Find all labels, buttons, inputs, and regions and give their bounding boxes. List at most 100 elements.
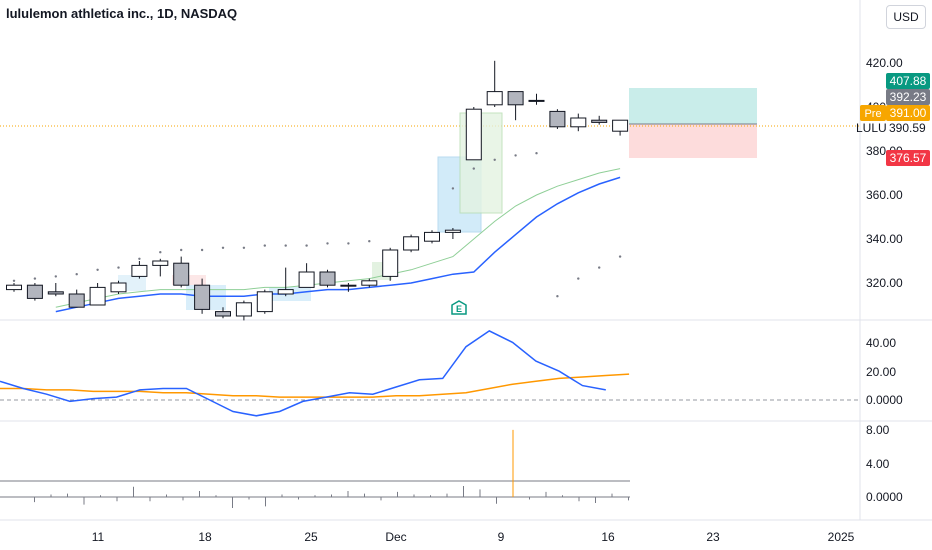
oscillator-tick-label: 40.00 — [866, 336, 896, 350]
psar-dot — [263, 244, 266, 247]
candle-body — [465, 108, 482, 161]
time-tick-label: 2025 — [828, 530, 855, 544]
price-tick-label: 320.00 — [866, 276, 903, 290]
candle-body — [340, 284, 357, 287]
oscillator-tick-label: 20.00 — [866, 365, 896, 379]
candle-body — [507, 91, 524, 106]
time-tick-label: 25 — [304, 530, 318, 544]
psar-dot — [284, 244, 287, 247]
pre-tag-text: Pre — [864, 108, 881, 120]
psar-dot — [514, 154, 517, 157]
psar-dot — [180, 248, 183, 252]
candle-body — [444, 229, 461, 233]
histogram-tick-label: 4.00 — [866, 457, 890, 471]
pre-price-tag — [886, 105, 930, 121]
level-price-text: 392.23 — [890, 90, 927, 104]
target-price-text: 407.88 — [890, 74, 927, 88]
psar-dot — [221, 246, 225, 249]
candle-body — [298, 271, 315, 288]
candle-body — [152, 260, 169, 266]
psar-dot — [138, 257, 141, 260]
candle-body — [194, 284, 211, 310]
psar-dot — [618, 255, 622, 258]
ma-green-line — [55, 168, 621, 308]
psar-dot — [347, 242, 350, 245]
time-tick-label: Dec — [385, 530, 406, 544]
histogram-pane — [34, 429, 629, 509]
candle-body — [403, 236, 420, 251]
earnings-marker[interactable]: E — [451, 300, 467, 315]
candle-body — [173, 262, 190, 286]
price-tick-label: 360.00 — [866, 188, 903, 202]
time-tick-label: 18 — [198, 530, 212, 544]
last-price-text: 390.59 — [889, 121, 926, 135]
candle-body — [570, 117, 587, 128]
psar-dot — [451, 187, 455, 190]
psar-dot — [33, 277, 37, 280]
psar-dot — [75, 273, 78, 276]
psar-dot — [200, 248, 204, 252]
candle-body — [47, 291, 64, 295]
psar-dot — [535, 152, 538, 155]
stop-zone[interactable] — [629, 124, 757, 158]
pre-tag — [860, 105, 886, 121]
candle-body — [528, 99, 545, 102]
psar-dot — [117, 266, 120, 269]
histogram-tick-label: 8.00 — [866, 423, 890, 437]
psar-dots — [12, 152, 622, 298]
candle-body — [110, 282, 127, 293]
psar-dot — [326, 242, 329, 245]
stop-price-text: 376.57 — [890, 151, 927, 165]
candle-body — [424, 231, 440, 242]
symbol-label: LULU — [856, 121, 887, 135]
currency-button[interactable]: USD — [886, 5, 926, 29]
oscillator-tick-label: 0.0000 — [866, 393, 903, 407]
target-price-tag — [886, 73, 930, 89]
candles[interactable] — [6, 60, 629, 321]
psar-dot — [54, 275, 57, 278]
psar-dot — [598, 266, 601, 269]
moving-averages — [55, 168, 621, 313]
psar-dot — [556, 295, 559, 298]
price-tick-label: 420.00 — [866, 56, 903, 70]
earnings-label: E — [456, 304, 462, 314]
candle-body — [319, 271, 336, 286]
time-tick-label: 9 — [498, 530, 505, 544]
target-zone[interactable] — [629, 88, 757, 124]
candle-body — [131, 264, 148, 277]
candle-body — [486, 91, 503, 106]
psar-dot — [305, 244, 308, 247]
candle-body — [89, 286, 106, 306]
psar-dot — [159, 251, 162, 254]
chart-title: lululemon athletica inc., 1D, NASDAQ — [6, 6, 238, 21]
candle-body — [361, 280, 378, 286]
time-tick-label: 11 — [92, 530, 105, 544]
candle-body — [235, 302, 252, 317]
candle-body — [215, 311, 231, 317]
earnings-icon — [451, 300, 467, 315]
oscillator-blue-line — [0, 330, 606, 417]
candle-body — [612, 119, 629, 132]
candle-body — [68, 293, 85, 308]
candle-body — [256, 291, 273, 313]
psar-dot — [493, 158, 496, 161]
price-tick-label: 340.00 — [866, 232, 903, 246]
time-tick-label: 23 — [706, 530, 720, 544]
oscillator-orange-line — [0, 373, 630, 398]
candle-body — [277, 289, 294, 295]
psar-dot — [12, 279, 16, 282]
psar-dot — [96, 268, 99, 271]
time-tick-label: 16 — [601, 530, 615, 544]
candle-body — [6, 284, 22, 291]
candle-body — [382, 249, 399, 277]
price-labels: 407.88 392.23 Pre 391.00 LULU 390.59 376… — [856, 73, 930, 166]
psar-dot — [577, 277, 580, 280]
level-price-tag — [886, 89, 930, 105]
stop-price-tag — [886, 150, 930, 166]
candle-body — [591, 119, 608, 123]
psar-dot — [242, 246, 246, 249]
candle-body — [549, 110, 566, 128]
psar-dot — [472, 167, 475, 170]
ma-blue-line — [55, 176, 621, 313]
